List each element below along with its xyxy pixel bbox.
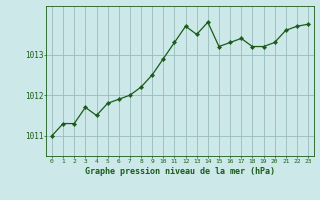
X-axis label: Graphe pression niveau de la mer (hPa): Graphe pression niveau de la mer (hPa) <box>85 167 275 176</box>
